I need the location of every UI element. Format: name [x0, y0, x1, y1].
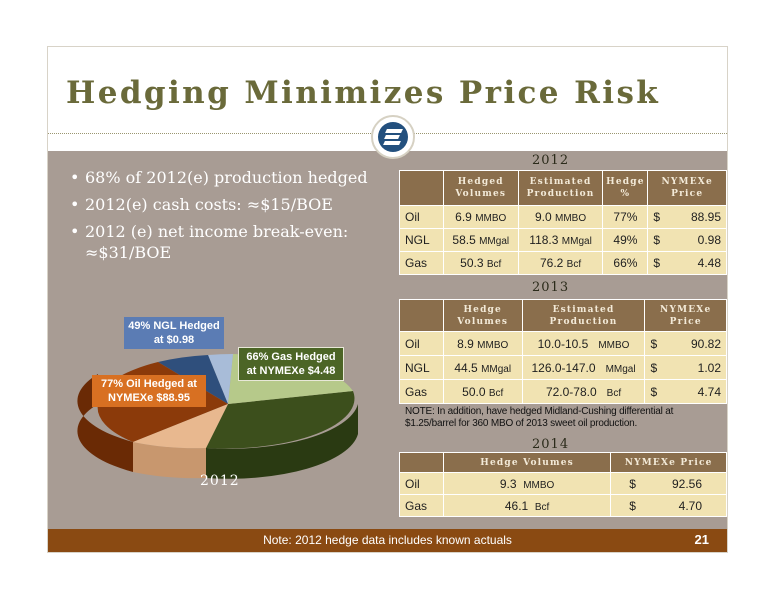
pie-depth-oil-unhedged [133, 442, 206, 479]
price-cell: $4.74 [644, 379, 727, 404]
price-cell: $92.56 [610, 472, 727, 495]
product-cell: Gas [399, 494, 444, 517]
bullet-list: 68% of 2012(e) production hedged 2012(e)… [70, 167, 390, 269]
hedged-volume-cell: 8.9 MMBO [442, 331, 523, 356]
company-logo-icon [371, 115, 415, 159]
pie-slice-ngl-unhedged [208, 354, 233, 404]
differential-hedge-note: NOTE: In addition, have hedged Midland-C… [405, 406, 674, 429]
slide: Hedging Minimizes Price Risk 68% of 2012… [47, 46, 728, 553]
table-header-cell: Hedge Volumes [442, 299, 523, 332]
pie-slice-oil-hedged-lower [97, 404, 228, 442]
table-header-row: Hedge Volumes NYMEXe Price [399, 452, 727, 473]
estimated-production-cell: 126.0-147.0 MMgal [521, 355, 646, 380]
table-2014-year: 2014 [532, 437, 570, 452]
table-header-row: Hedged Volumes Estimated Production Hedg… [399, 170, 727, 206]
page-number: 21 [694, 532, 709, 547]
estimated-production-cell: 10.0-10.5 MMBO [521, 331, 646, 356]
content-panel: 68% of 2012(e) production hedged 2012(e)… [48, 151, 727, 529]
pie-slice-gas-hedged [206, 391, 355, 449]
pie-year-label: 2012 [200, 473, 240, 489]
table-row: Oil 9.3 MMBO $92.56 [399, 472, 727, 495]
price-cell: $4.48 [647, 251, 727, 275]
estimated-production-cell: 76.2 Bcf [517, 251, 604, 275]
table-header-cell: Estimated Production [521, 299, 646, 332]
price-cell: $1.02 [644, 355, 727, 380]
price-cell: $88.95 [647, 205, 727, 229]
product-cell: Gas [399, 251, 444, 275]
table-row: Gas 46.1 Bcf $4.70 [399, 494, 727, 517]
hedge-percent-cell: 66% [602, 251, 649, 275]
estimated-production-cell: 72.0-78.0 Bcf [521, 379, 646, 404]
table-header-row: Hedge Volumes Estimated Production NYMEX… [399, 299, 727, 332]
table-row: NGL 58.5 MMgal 118.3 MMgal 49% $0.98 [399, 228, 727, 252]
page-title: Hedging Minimizes Price Risk [66, 75, 661, 111]
hedge-table-2014: Hedge Volumes NYMEXe Price Oil 9.3 MMBO … [399, 452, 727, 517]
table-header-cell: Hedge Volumes [442, 452, 612, 473]
product-cell: Oil [399, 205, 444, 229]
bullet-item: 68% of 2012(e) production hedged [70, 167, 390, 188]
footer-note: Note: 2012 hedge data includes known act… [263, 533, 512, 547]
hedged-volume-cell: 44.5 MMgal [442, 355, 523, 380]
product-cell: Oil [399, 331, 444, 356]
pie-depth-oil-hedged [77, 374, 133, 472]
table-row: Oil 6.9 MMBO 9.0 MMBO 77% $88.95 [399, 205, 727, 229]
price-cell: $0.98 [647, 228, 727, 252]
table-row: Gas 50.0 Bcf 72.0-78.0 Bcf $4.74 [399, 379, 727, 404]
hedged-volume-cell: 50.0 Bcf [442, 379, 523, 404]
hedged-volume-cell: 9.3 MMBO [442, 472, 612, 495]
table-header-cell: NYMEXe Price [610, 452, 727, 473]
pie-depth-gas-hedged [206, 404, 358, 479]
table-header-cell [399, 299, 444, 332]
table-header-cell: NYMEXe Price [644, 299, 727, 332]
footer-bar: Note: 2012 hedge data includes known act… [48, 529, 727, 552]
table-header-cell: Estimated Production [517, 170, 604, 206]
price-cell: $4.70 [610, 494, 727, 517]
hedge-percent-cell: 77% [602, 205, 649, 229]
hedge-table-2013: Hedge Volumes Estimated Production NYMEX… [399, 299, 727, 404]
pie-slice-oil-unhedged [133, 404, 228, 449]
table-header-cell [399, 452, 444, 473]
table-header-cell: Hedged Volumes [442, 170, 519, 206]
table-row: Gas 50.3 Bcf 76.2 Bcf 66% $4.48 [399, 251, 727, 275]
table-2013-year: 2013 [532, 280, 570, 295]
pie-label-gas: 66% Gas Hedged at NYMEXe $4.48 [238, 347, 344, 381]
hedged-volume-cell: 58.5 MMgal [442, 228, 519, 252]
table-header-cell [399, 170, 444, 206]
product-cell: Oil [399, 472, 444, 495]
table-2012-year: 2012 [532, 153, 570, 168]
hedged-volume-cell: 50.3 Bcf [442, 251, 519, 275]
hedge-table-2012: Hedged Volumes Estimated Production Hedg… [399, 170, 727, 275]
table-header-cell: Hedge % [602, 170, 649, 206]
pie-label-oil: 77% Oil Hedged at NYMEXe $88.95 [92, 375, 206, 407]
product-cell: NGL [399, 228, 444, 252]
price-cell: $90.82 [644, 331, 727, 356]
product-cell: NGL [399, 355, 444, 380]
table-header-cell: NYMEXe Price [647, 170, 727, 206]
hedged-volume-cell: 6.9 MMBO [442, 205, 519, 229]
product-cell: Gas [399, 379, 444, 404]
hedge-percent-cell: 49% [602, 228, 649, 252]
pie-label-ngl: 49% NGL Hedged at $0.98 [124, 317, 224, 349]
hedged-volume-cell: 46.1 Bcf [442, 494, 612, 517]
bullet-item: 2012(e) cash costs: ≈$15/BOE [70, 194, 390, 215]
bullet-item: 2012 (e) net income break-even: ≈$31/BOE [70, 221, 390, 263]
table-row: Oil 8.9 MMBO 10.0-10.5 MMBO $90.82 [399, 331, 727, 356]
table-row: NGL 44.5 MMgal 126.0-147.0 MMgal $1.02 [399, 355, 727, 380]
estimated-production-cell: 118.3 MMgal [517, 228, 604, 252]
estimated-production-cell: 9.0 MMBO [517, 205, 604, 229]
